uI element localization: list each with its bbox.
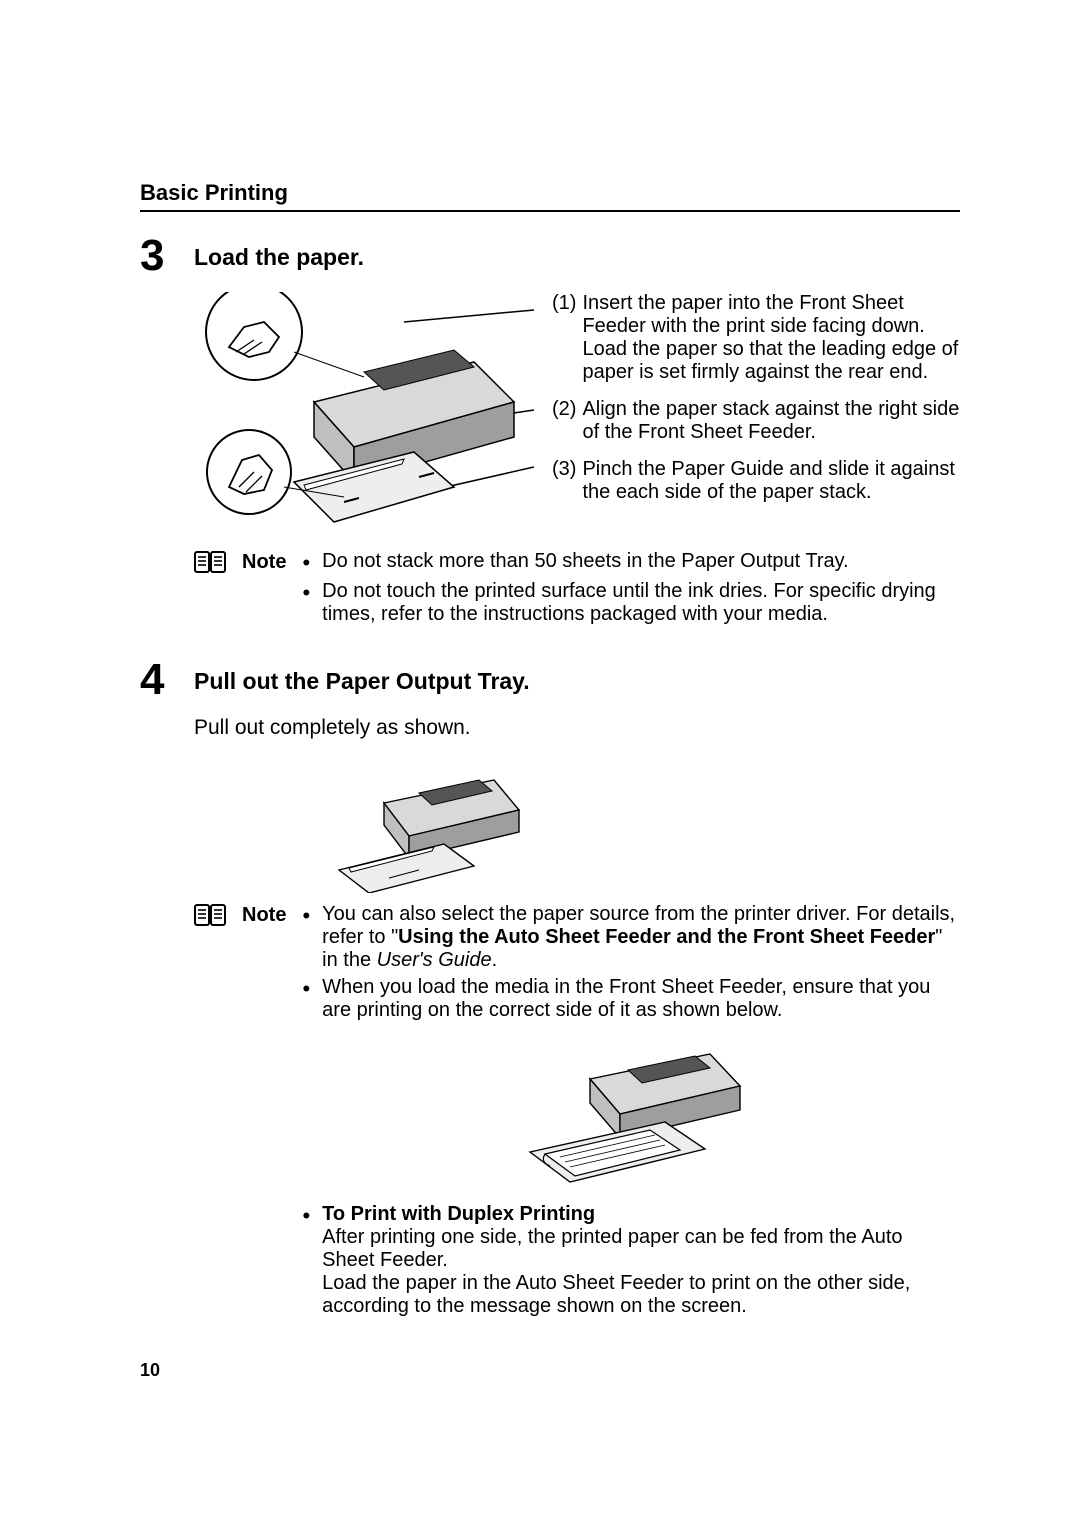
step-4-subtitle: Pull out completely as shown. [194,716,960,740]
note4-1-italic: User's Guide [377,949,492,971]
note-label-step4: Note [242,903,286,927]
note-step3-item-2: Do not touch the printed surface until t… [322,580,960,626]
step-3: 3 Load the paper. [140,234,960,278]
step-4: 4 Pull out the Paper Output Tray. [140,658,960,702]
note-label-step3: Note [242,550,286,574]
note4-3-line2: Load the paper in the Auto Sheet Feeder … [322,1272,960,1318]
note4-3-heading: To Print with Duplex Printing [322,1203,960,1226]
note-step4-item-1: You can also select the paper source fro… [322,903,960,972]
note4-1-bold: Using the Auto Sheet Feeder and the Fron… [398,926,935,948]
printer-diagram-step4a [334,758,524,893]
note-icon [194,550,228,574]
callout-1: (1) Insert the paper into the Front Shee… [552,292,960,384]
printer-diagram-step3 [194,292,534,542]
note-step4-item-2: When you load the media in the Front She… [322,976,960,1022]
note4-1-post: . [492,949,498,971]
callout-2-num: (2) [552,398,582,444]
note-step4: Note You can also select the paper sourc… [194,903,960,1322]
callout-2: (2) Align the paper stack against the ri… [552,398,960,444]
note4-3-line1: After printing one side, the printed pap… [322,1226,960,1272]
callout-1-text: Insert the paper into the Front Sheet Fe… [582,292,960,384]
callout-3-text: Pinch the Paper Guide and slide it again… [582,458,960,504]
callout-3: (3) Pinch the Paper Guide and slide it a… [552,458,960,504]
callout-2-text: Align the paper stack against the right … [582,398,960,444]
callout-1-num: (1) [552,292,582,384]
step-4-number: 4 [140,658,194,702]
section-header: Basic Printing [140,180,960,212]
step-4-title: Pull out the Paper Output Tray. [194,658,530,695]
printer-diagram-step4b [300,1034,960,1189]
step-3-title: Load the paper. [194,234,364,271]
note-icon [194,903,228,927]
note-step3-item-1: Do not stack more than 50 sheets in the … [322,550,960,576]
page-number: 10 [140,1360,160,1381]
callout-3-num: (3) [552,458,582,504]
note-step4-item-3: To Print with Duplex Printing After prin… [322,1203,960,1318]
step-3-number: 3 [140,234,194,278]
note-step3: Note Do not stack more than 50 sheets in… [194,550,960,630]
